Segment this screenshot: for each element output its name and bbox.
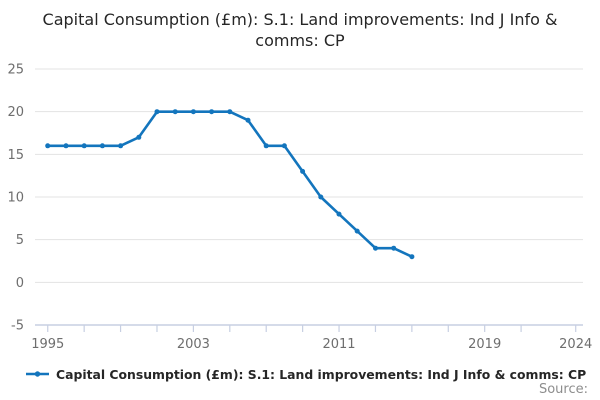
data-point — [63, 143, 69, 149]
data-point — [154, 109, 160, 115]
legend-label: Capital Consumption (£m): S.1: Land impr… — [56, 366, 587, 382]
data-point — [354, 228, 360, 234]
chart-plot-area: 1995 2003 2011 2019 2024 25 20 15 10 5 0 -5 — [7, 63, 592, 353]
x-tick-label: 2019 — [468, 337, 501, 352]
y-tick-label: 25 — [7, 63, 24, 78]
x-tick-label: 2011 — [322, 337, 355, 352]
data-point — [300, 168, 306, 174]
y-tick-label: 20 — [7, 105, 24, 120]
x-tick-label: 2024 — [559, 337, 592, 352]
data-point — [373, 245, 378, 251]
data-point — [318, 194, 324, 200]
data-point — [336, 211, 342, 217]
y-tick-label: 10 — [7, 191, 24, 206]
data-point — [209, 109, 215, 115]
y-tick-label: -5 — [11, 319, 24, 334]
data-point — [118, 143, 124, 149]
y-tick-label: 15 — [7, 148, 24, 163]
data-point — [409, 254, 415, 260]
data-point — [172, 109, 178, 115]
data-line — [46, 110, 414, 258]
data-point — [245, 117, 251, 123]
chart-title: Capital Consumption (£m): S.1: Land impr… — [42, 10, 558, 50]
x-tick-label: 1995 — [31, 337, 64, 352]
legend: Capital Consumption (£m): S.1: Land impr… — [26, 365, 586, 383]
data-point — [81, 143, 87, 149]
source-label: Source: — [538, 382, 588, 397]
data-point — [281, 143, 287, 149]
y-tick-label: 5 — [16, 233, 24, 248]
legend-line-marker-icon — [26, 371, 49, 377]
data-point — [99, 143, 105, 149]
x-tick-label: 2003 — [177, 337, 210, 352]
data-point — [227, 109, 233, 115]
data-point — [263, 143, 269, 149]
data-point — [190, 109, 196, 115]
y-tick-label: 0 — [16, 276, 24, 291]
legend-marker-icon — [34, 371, 41, 377]
data-point — [136, 134, 142, 140]
data-point — [391, 245, 397, 251]
data-point — [45, 143, 51, 149]
